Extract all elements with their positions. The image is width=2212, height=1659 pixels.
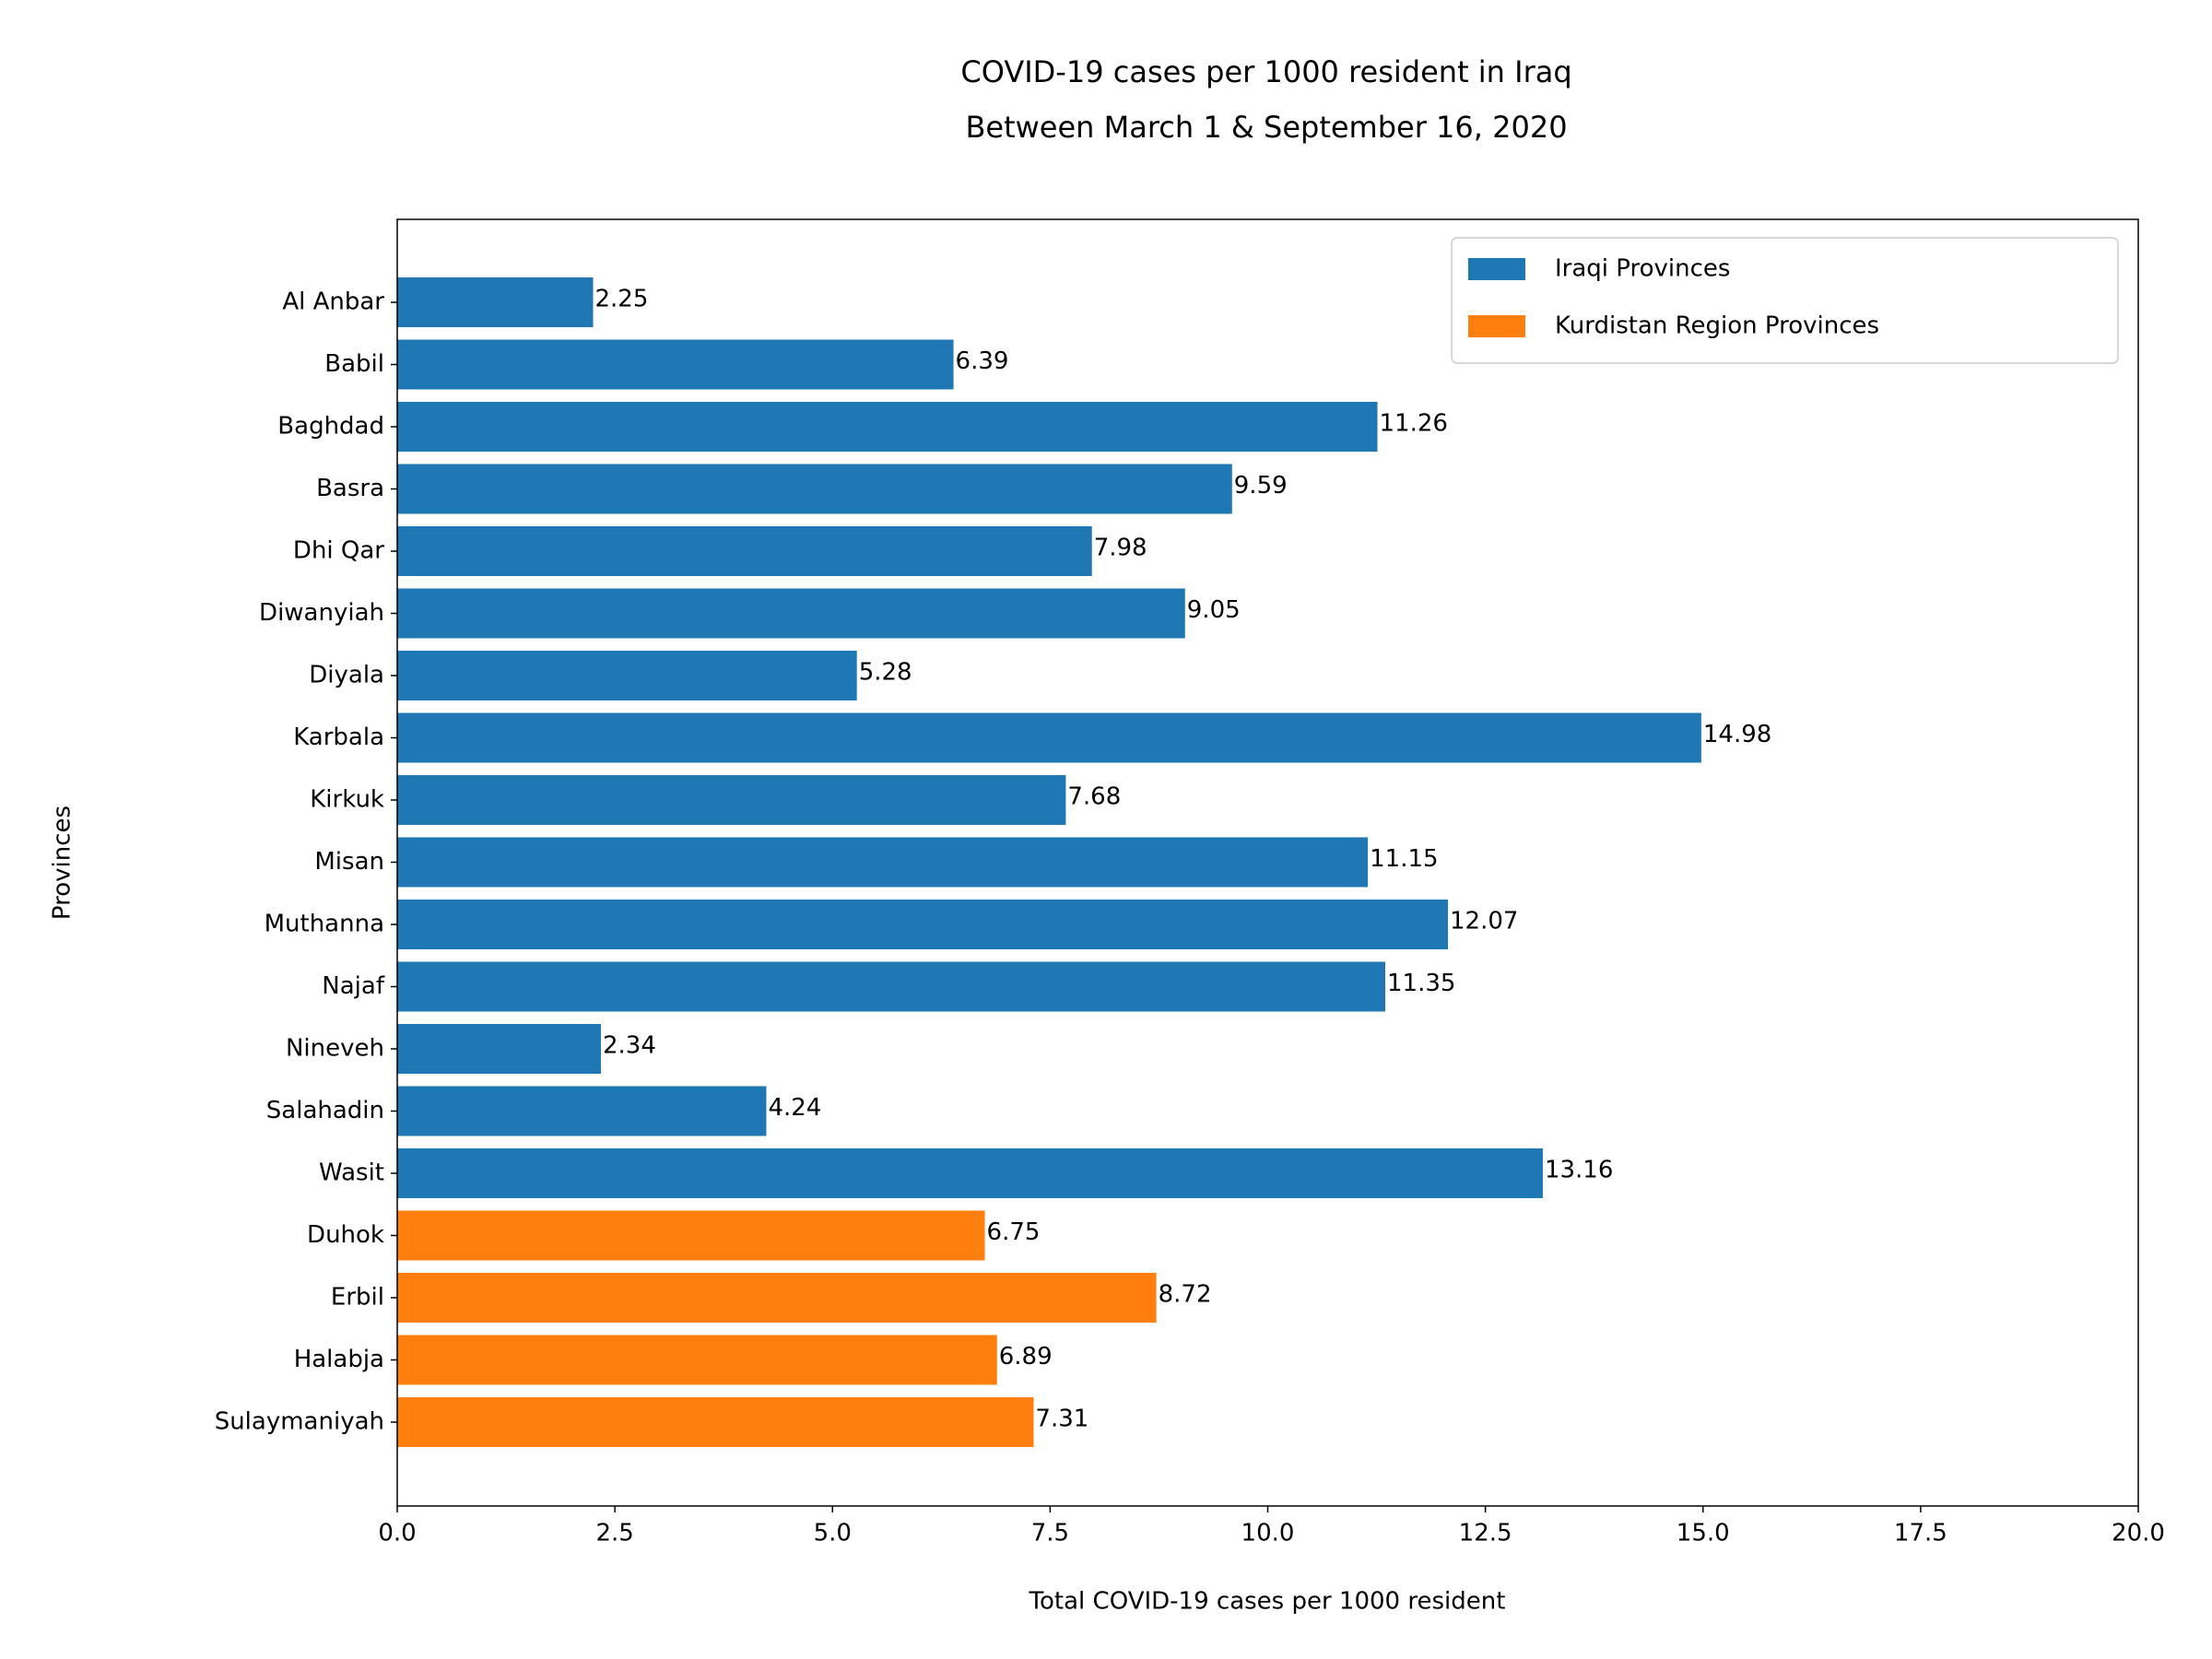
bar bbox=[397, 1210, 985, 1261]
legend-swatch bbox=[1468, 315, 1525, 337]
data-label: 11.15 bbox=[1370, 845, 1438, 873]
bar bbox=[397, 526, 1092, 576]
data-label: 6.89 bbox=[999, 1343, 1053, 1371]
legend-label: Iraqi Provinces bbox=[1555, 255, 1730, 283]
x-tick-label: 12.5 bbox=[1459, 1520, 1512, 1547]
bar bbox=[397, 837, 1369, 888]
y-tick-label: Erbil bbox=[331, 1284, 384, 1312]
data-label: 2.25 bbox=[595, 286, 649, 313]
y-tick-label: Diyala bbox=[309, 662, 384, 689]
bar bbox=[397, 1397, 1034, 1447]
y-axis-label: Provinces bbox=[49, 806, 76, 920]
y-tick-label: Basra bbox=[316, 475, 384, 502]
y-tick-label: Karbala bbox=[293, 724, 384, 751]
bar bbox=[397, 1148, 1543, 1198]
bar bbox=[397, 1273, 1157, 1323]
data-label: 13.16 bbox=[1545, 1157, 1613, 1184]
y-tick-label: Dhi Qar bbox=[293, 537, 384, 565]
bar bbox=[397, 1024, 602, 1074]
bar bbox=[397, 1086, 767, 1136]
x-tick-label: 2.5 bbox=[595, 1520, 633, 1547]
plot-frame bbox=[396, 218, 2139, 1507]
chart-title: COVID-19 cases per 1000 resident in Iraq bbox=[960, 54, 1571, 89]
y-tick-label: Najaf bbox=[322, 972, 385, 1000]
bar bbox=[397, 339, 954, 390]
x-tick-label: 17.5 bbox=[1894, 1520, 1947, 1547]
y-tick-label: Nineveh bbox=[286, 1035, 384, 1063]
data-label: 7.68 bbox=[1067, 783, 1121, 811]
data-label: 14.98 bbox=[1703, 721, 1771, 748]
bar bbox=[397, 588, 1185, 639]
data-label: 11.26 bbox=[1380, 410, 1448, 438]
x-axis-label: Total COVID-19 cases per 1000 resident bbox=[1029, 1588, 1506, 1616]
x-tick-label: 7.5 bbox=[1031, 1520, 1069, 1547]
data-label: 9.59 bbox=[1234, 472, 1288, 500]
data-label: 9.05 bbox=[1187, 596, 1241, 624]
data-label: 7.98 bbox=[1094, 535, 1147, 562]
y-tick-label: Sulaymaniyah bbox=[215, 1408, 384, 1436]
data-label: 11.35 bbox=[1387, 970, 1455, 997]
y-tick-label: Diwanyiah bbox=[259, 599, 384, 627]
y-tick-label: Duhok bbox=[307, 1221, 384, 1249]
data-label: 7.31 bbox=[1035, 1406, 1088, 1433]
bar bbox=[397, 900, 1449, 949]
data-label: 4.24 bbox=[768, 1094, 821, 1122]
chart-subtitle: Between March 1 & September 16, 2020 bbox=[965, 110, 1567, 145]
bar bbox=[397, 775, 1066, 825]
bar bbox=[397, 464, 1232, 514]
data-label: 6.39 bbox=[956, 347, 1009, 375]
bar bbox=[397, 651, 857, 700]
data-label: 8.72 bbox=[1159, 1281, 1212, 1309]
y-tick-label: Al Anbar bbox=[282, 288, 384, 316]
data-label: 6.75 bbox=[987, 1218, 1041, 1246]
legend-label: Kurdistan Region Provinces bbox=[1555, 312, 1879, 340]
bar bbox=[397, 1335, 997, 1385]
bar bbox=[397, 961, 1386, 1012]
y-tick-label: Muthanna bbox=[265, 911, 384, 938]
bar bbox=[397, 712, 1701, 763]
x-tick-label: 10.0 bbox=[1241, 1520, 1295, 1547]
y-tick-label: Babil bbox=[324, 350, 384, 378]
bar bbox=[397, 402, 1378, 452]
x-tick-label: 15.0 bbox=[1677, 1520, 1730, 1547]
y-tick-label: Baghdad bbox=[277, 413, 384, 441]
legend-swatch bbox=[1468, 258, 1525, 280]
data-label: 12.07 bbox=[1450, 908, 1518, 935]
y-tick-label: Halabja bbox=[294, 1346, 384, 1373]
legend-box bbox=[1451, 237, 2119, 364]
y-tick-label: Wasit bbox=[319, 1159, 384, 1187]
data-label: 2.34 bbox=[603, 1032, 656, 1060]
y-tick-label: Misan bbox=[314, 848, 384, 876]
y-tick-label: Salahadin bbox=[266, 1097, 384, 1124]
data-label: 5.28 bbox=[859, 659, 912, 687]
y-tick-label: Kirkuk bbox=[310, 786, 384, 814]
bar bbox=[397, 277, 594, 327]
x-tick-label: 20.0 bbox=[2112, 1520, 2165, 1547]
x-tick-label: 0.0 bbox=[378, 1520, 416, 1547]
x-tick-label: 5.0 bbox=[814, 1520, 852, 1547]
